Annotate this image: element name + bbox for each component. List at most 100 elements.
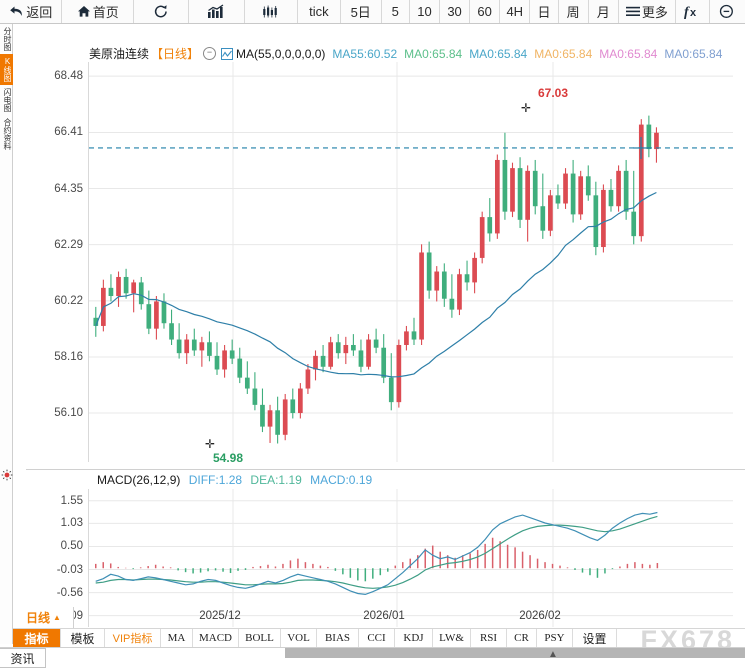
macd-y-tick: -0.03 (56, 563, 83, 576)
candlestick-button[interactable] (245, 0, 299, 23)
triangle-up-icon[interactable]: ▲ (548, 649, 558, 660)
indicator-tab-cr[interactable]: CR (507, 629, 537, 647)
left-sidebar: 分时图 K线图闪电图合约资料 (0, 24, 13, 644)
macd-plot[interactable] (89, 489, 733, 627)
candle (373, 339, 379, 348)
candle (464, 274, 470, 283)
candle (411, 331, 417, 340)
candle (131, 282, 137, 294)
period-week-button-label: 周 (566, 5, 580, 20)
sidebar-item-kline[interactable]: K线图 (0, 54, 13, 85)
indicator-tab-psy[interactable]: PSY (537, 629, 573, 647)
ma55-line (95, 191, 657, 378)
sidebar-item-timeshare[interactable]: 分时图 (0, 24, 13, 54)
ma-value-0: MA55:60.52 (332, 46, 398, 61)
period-day-button[interactable]: 日 (530, 0, 559, 23)
candle (343, 344, 349, 354)
news-tab[interactable]: 资讯 (0, 648, 46, 668)
candle (487, 217, 493, 234)
period-month-button[interactable]: 月 (589, 0, 619, 23)
candle (381, 347, 387, 378)
tick-button[interactable]: tick (298, 0, 341, 23)
period-selector-chip[interactable]: 日线 ▲ (14, 607, 74, 628)
indicator-tab-bias[interactable]: BIAS (317, 629, 359, 647)
candle (426, 252, 432, 291)
candle (388, 377, 394, 403)
candle (404, 331, 409, 345)
high-marker-icon: ✛ (521, 100, 532, 115)
indicator-tab-cci[interactable]: CCI (359, 629, 395, 647)
candle (108, 287, 114, 297)
candle (222, 350, 227, 370)
period-5min-button[interactable]: 5 (382, 0, 410, 23)
refresh-button[interactable] (134, 0, 190, 23)
indicator-tab-cr-label: CR (514, 632, 529, 644)
indicator-tab-ma[interactable]: MA (161, 629, 193, 647)
macd-diff-value: DIFF:1.28 (188, 473, 243, 487)
candle (608, 189, 614, 207)
candle (623, 170, 629, 212)
price-candlestick-plot[interactable] (89, 62, 733, 462)
triangle-up-icon: ▲ (53, 613, 61, 622)
candle (646, 124, 652, 150)
back-arrow-icon (9, 5, 24, 18)
candle (154, 301, 159, 329)
period-5day-button[interactable]: 5日 (341, 0, 382, 23)
horizontal-scrollbar[interactable]: ▲ (13, 648, 745, 660)
sidebar-item-contract[interactable]: 合约资料 (0, 115, 13, 153)
candle (169, 323, 174, 340)
minus-circle-icon[interactable]: − (203, 47, 217, 60)
sidebar-item-contract-label: 合约资料 (3, 118, 12, 150)
sidebar-item-flash[interactable]: 闪电图 (0, 85, 13, 115)
indicator-tab-settings-label: 设置 (582, 631, 607, 646)
candle (199, 342, 205, 351)
candle (146, 304, 152, 329)
period-4h-button[interactable]: 4H (500, 0, 531, 23)
indicator-tab-lwr-label: LW& (439, 632, 464, 644)
scrollbar-thumb[interactable] (285, 648, 745, 658)
indicator-tab-kdj[interactable]: KDJ (395, 629, 433, 647)
candle (123, 276, 129, 294)
more-button-label: 更多 (641, 5, 668, 20)
indicator-tab-boll[interactable]: BOLL (239, 629, 281, 647)
sidebar-item-flash-label: 闪电图 (3, 88, 12, 112)
indicator-tab-lwr[interactable]: LW& (433, 629, 471, 647)
macd-y-tick: 1.03 (60, 517, 83, 530)
indicator-tab-rsi[interactable]: RSI (471, 629, 507, 647)
indicator-toolbar: 指标 模板 VIP指标 MA MACD BOLL VOL BIAS CCI KDJ LW& RSI CR… (13, 628, 745, 647)
x-axis-date-label: 2026/01 (363, 610, 405, 622)
candle (298, 388, 303, 414)
period-60min-button[interactable]: 60 (470, 0, 501, 23)
indicator-tab-vip[interactable]: VIP指标 (105, 629, 161, 647)
candle (502, 159, 508, 212)
back-button[interactable]: 返回 (0, 0, 63, 23)
period-day-button-label: 日 (537, 5, 551, 20)
indicator-tab-vol[interactable]: VOL (281, 629, 317, 647)
price-y-tick: 68.48 (54, 70, 83, 83)
period-10min-button[interactable]: 10 (410, 0, 441, 23)
more-button[interactable]: 更多 (619, 0, 676, 23)
period-30min-button[interactable]: 30 (440, 0, 471, 23)
candle (320, 355, 326, 367)
x-axis-date-label: 2025/12 (199, 610, 241, 622)
price-chart-svg (89, 62, 733, 462)
indicator-tab-settings[interactable]: 设置 (573, 629, 617, 647)
news-tab-label: 资讯 (10, 651, 35, 666)
indicator-tab-cci-label: CCI (367, 632, 386, 644)
settings-sun-icon[interactable] (1, 468, 13, 482)
indicator-tab-moban[interactable]: 模板 (61, 629, 105, 647)
zoom-out-button[interactable] (710, 0, 745, 23)
candle (631, 211, 637, 237)
hamburger-icon (625, 6, 640, 17)
candle (638, 124, 644, 237)
period-week-button[interactable]: 周 (559, 0, 589, 23)
home-button[interactable]: 首页 (62, 0, 134, 23)
indicator-tab-macd[interactable]: MACD (193, 629, 239, 647)
candle (517, 168, 523, 220)
chart-type-button[interactable] (189, 0, 245, 23)
indicator-tab-zhibiao[interactable]: 指标 (13, 629, 61, 647)
candle (116, 276, 121, 297)
crosshair-marker (633, 136, 649, 159)
price-y-tick: 56.10 (54, 407, 83, 420)
